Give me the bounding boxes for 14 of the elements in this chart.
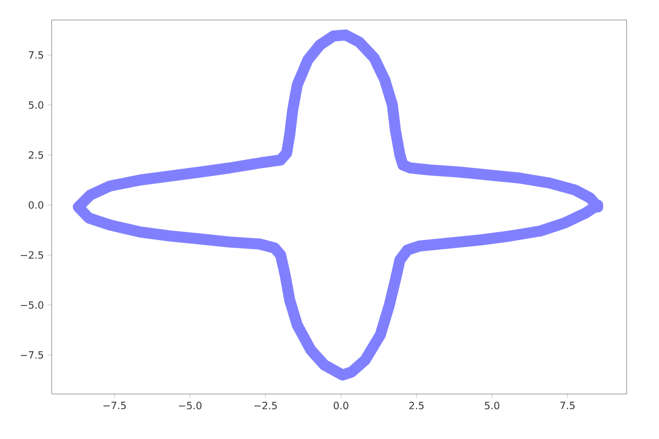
y-tick-label: 0.0: [28, 201, 44, 209]
x-tick-label: 2.5: [409, 402, 424, 410]
y-tick-label: 7.5: [28, 51, 44, 59]
y-tick-label: −2.5: [20, 251, 44, 259]
y-tick-label: −5.0: [20, 301, 44, 309]
x-tick-label: −7.5: [103, 402, 126, 410]
x-tick-label: 0.0: [334, 402, 348, 410]
x-tick-label: 5.0: [484, 402, 500, 410]
y-tick-label: −7.5: [20, 351, 44, 359]
x-tick-label: −2.5: [254, 402, 277, 410]
x-tick-label: −5.0: [178, 402, 202, 410]
y-tick-label: 2.5: [28, 151, 44, 159]
y-tick-label: 5.0: [28, 101, 44, 109]
x-tick-label: 7.5: [560, 402, 575, 410]
